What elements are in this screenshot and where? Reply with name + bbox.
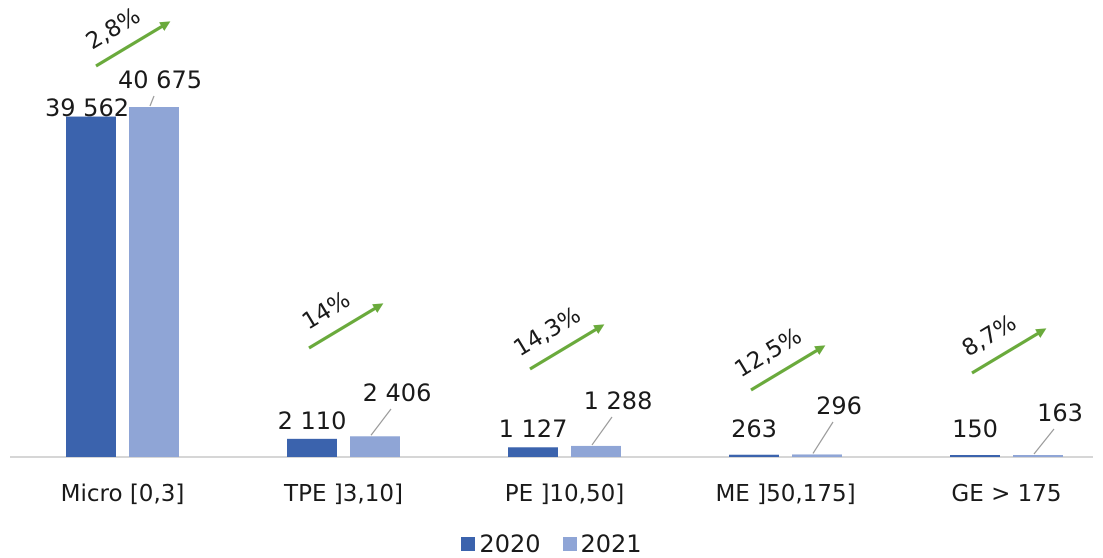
data-label-2020-2: 1 127 <box>499 415 568 443</box>
leader-line-1 <box>370 408 392 436</box>
legend-swatch-2020 <box>461 537 476 551</box>
bar-2020-0 <box>66 116 116 457</box>
growth-label-0: 2,8% <box>82 3 145 55</box>
growth-arrow-2 <box>529 324 605 371</box>
growth-label-4: 8,7% <box>958 310 1021 362</box>
growth-arrow-3 <box>750 345 826 392</box>
category-label-1: TPE ]3,10] <box>283 481 403 507</box>
growth-label-1: 14% <box>298 287 355 336</box>
leader-line-4 <box>1033 428 1055 455</box>
category-label-4: GE > 175 <box>951 481 1061 507</box>
data-label-2020-3: 263 <box>731 415 777 443</box>
bar-2021-2 <box>571 445 621 457</box>
data-label-2021-3: 296 <box>816 392 862 420</box>
bar-2021-4 <box>1013 455 1063 457</box>
growth-arrow-1 <box>308 303 384 350</box>
growth-arrow-4 <box>971 328 1047 375</box>
bar-2021-3 <box>792 454 842 457</box>
bar-2020-4 <box>950 455 1000 457</box>
bar-2021-0 <box>129 107 179 457</box>
category-label-3: ME ]50,175] <box>715 481 855 507</box>
growth-label-2: 14,3% <box>509 302 585 362</box>
leader-line-0 <box>149 95 155 107</box>
data-label-2021-2: 1 288 <box>584 387 653 415</box>
legend: 2020 2021 <box>0 530 1103 558</box>
data-label-2021-1: 2 406 <box>363 379 432 407</box>
bar-2021-1 <box>350 436 400 457</box>
data-label-2020-4: 150 <box>952 415 998 443</box>
category-label-2: PE ]10,50] <box>505 481 625 507</box>
bar-2020-1 <box>287 438 337 457</box>
growth-label-3: 12,5% <box>730 323 806 383</box>
bar-2020-2 <box>508 447 558 457</box>
legend-label-2020: 2020 <box>479 530 541 558</box>
leader-line-3 <box>812 421 834 454</box>
growth-arrow-0 <box>95 21 171 68</box>
category-label-0: Micro [0,3] <box>61 481 185 507</box>
legend-label-2021: 2021 <box>580 530 642 558</box>
leader-line-2 <box>591 416 613 446</box>
legend-swatch-2021 <box>562 537 577 551</box>
data-label-2020-1: 2 110 <box>278 407 347 435</box>
data-label-2021-0: 40 675 <box>118 66 202 94</box>
bar-2020-3 <box>729 454 779 457</box>
legend-item-2021: 2021 <box>562 530 642 558</box>
legend-item-2020: 2020 <box>461 530 541 558</box>
data-label-2020-0: 39 562 <box>45 94 129 122</box>
data-label-2021-4: 163 <box>1037 399 1083 427</box>
